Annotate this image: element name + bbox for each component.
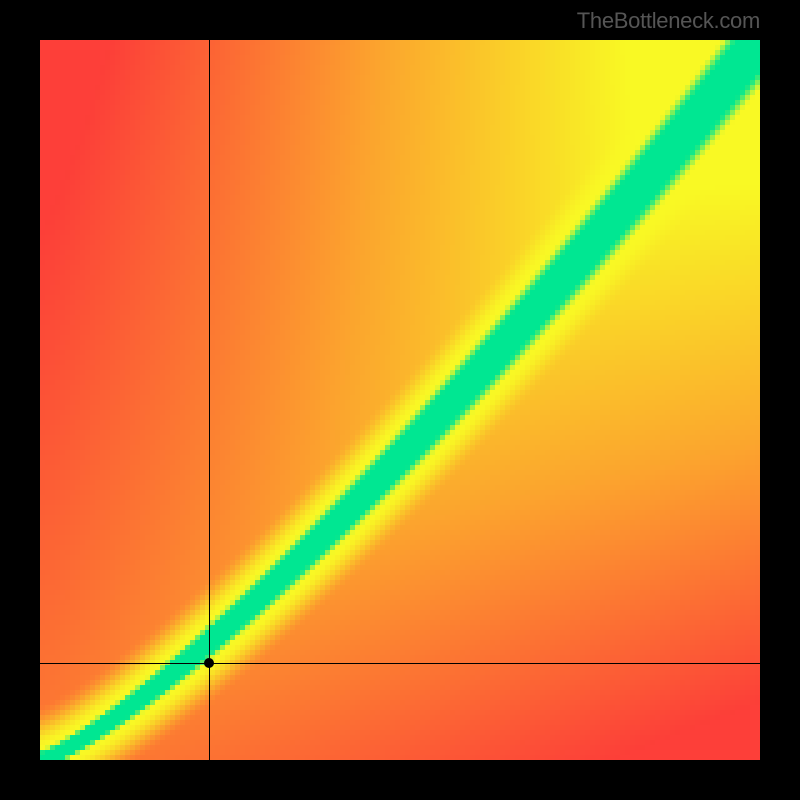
watermark-text: TheBottleneck.com [577,8,760,34]
bottleneck-heatmap [40,40,760,760]
heatmap-canvas [40,40,760,760]
